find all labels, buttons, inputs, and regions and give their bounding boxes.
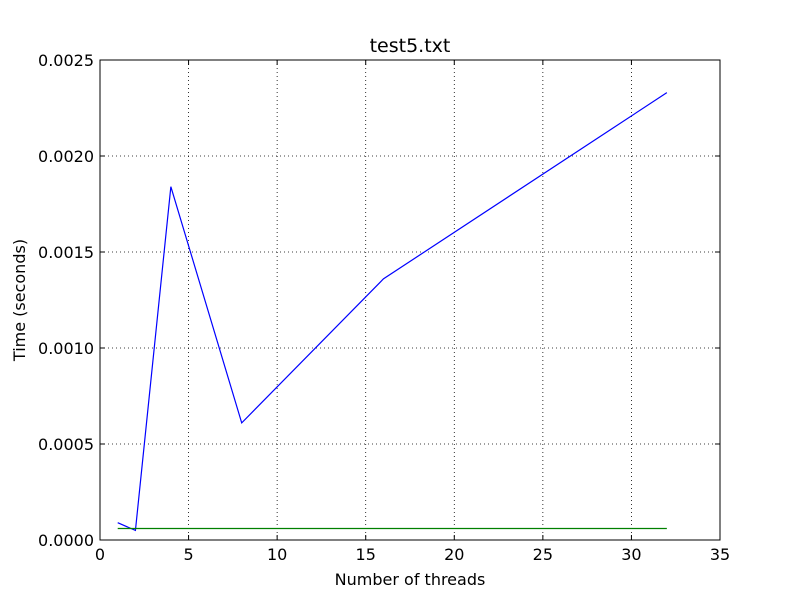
plot-area-frame: [99, 59, 721, 541]
x-tick-label: 0: [95, 545, 105, 564]
x-axis-title: Number of threads: [335, 570, 486, 589]
x-tick-label: 10: [267, 545, 287, 564]
ticks: [99, 59, 721, 541]
x-tick-label: 30: [621, 545, 641, 564]
y-tick-label: 0.0000: [38, 531, 94, 550]
x-tick-label: 5: [183, 545, 193, 564]
y-tick-label: 0.0020: [38, 147, 94, 166]
y-tick-label: 0.0010: [38, 339, 94, 358]
series-line-1: [117, 92, 668, 532]
x-tick-label: 20: [444, 545, 464, 564]
x-tick-label: 35: [710, 545, 730, 564]
y-tick-label: 0.0015: [38, 243, 94, 262]
x-tick-label: 25: [533, 545, 553, 564]
y-axis-title: Time (seconds): [10, 239, 29, 362]
series-group: [117, 92, 668, 532]
y-tick-label: 0.0005: [38, 435, 94, 454]
chart-title: test5.txt: [370, 35, 451, 57]
y-tick-label: 0.0025: [38, 51, 94, 70]
tick-labels: 0 5 10 15 20 25 30 35 0.0000 0.0005 0.0010 0.0015 0.…: [38, 51, 730, 564]
x-tick-label: 15: [356, 545, 376, 564]
grid: [100, 60, 720, 540]
